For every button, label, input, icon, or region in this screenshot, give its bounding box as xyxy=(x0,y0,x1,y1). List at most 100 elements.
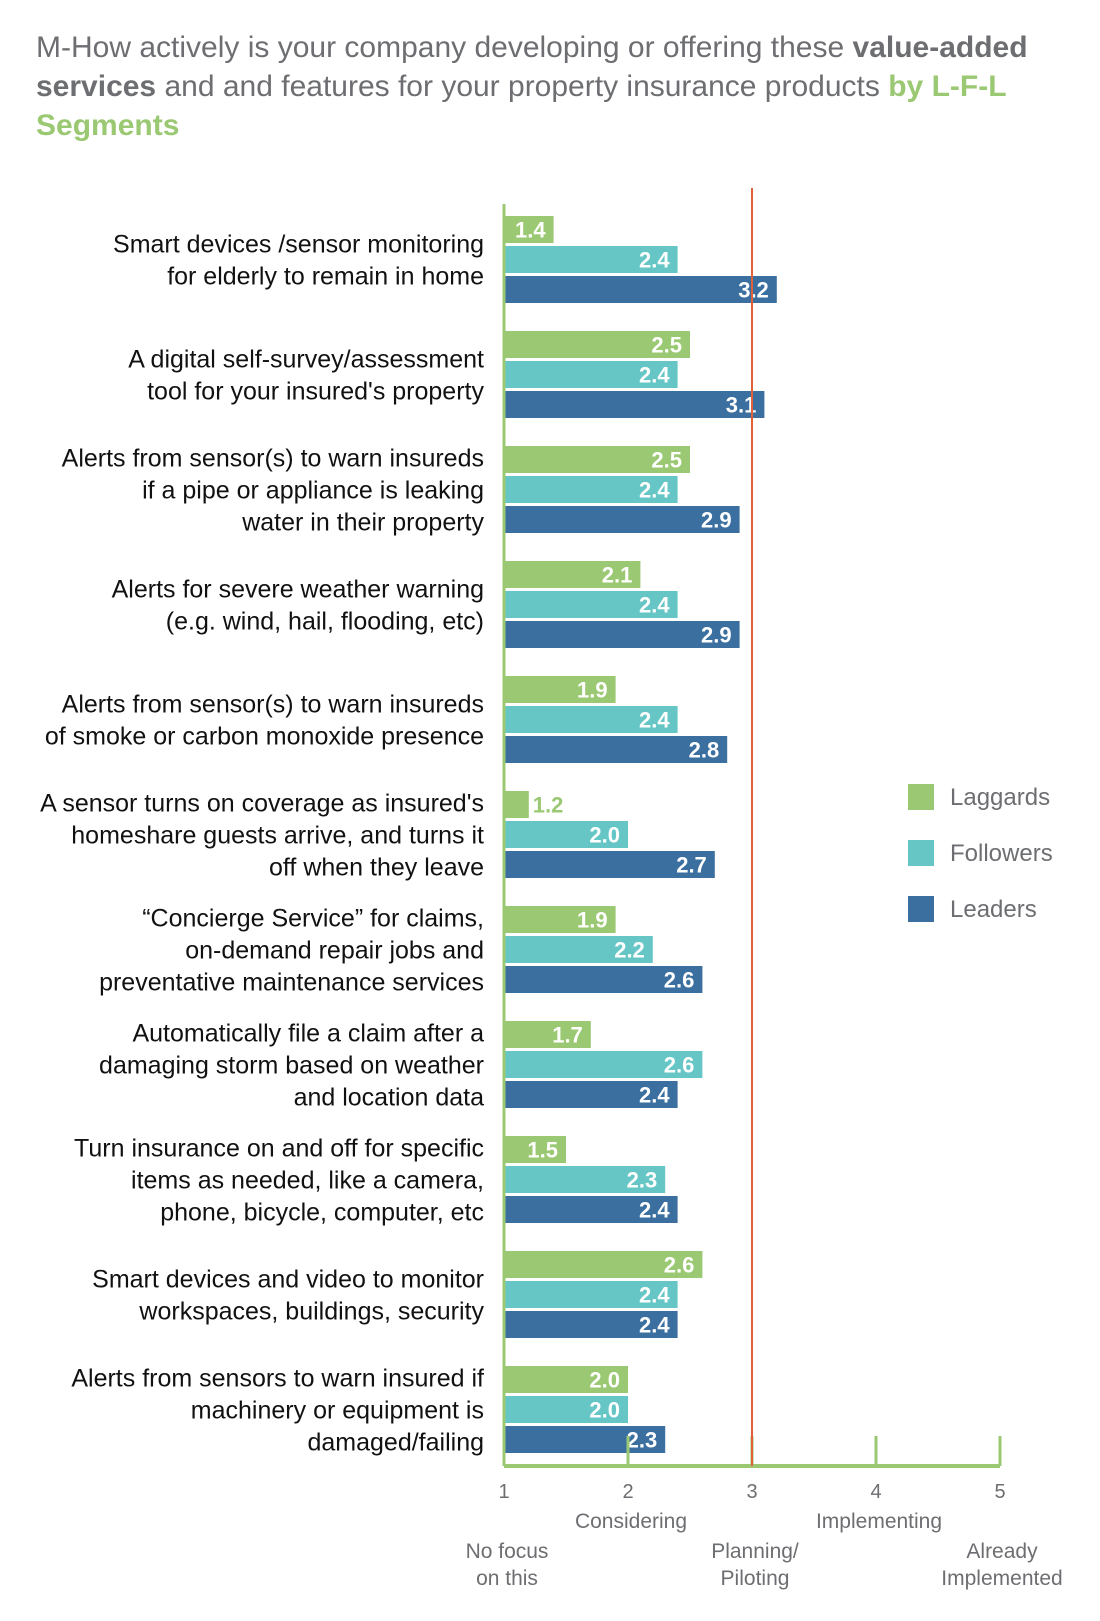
x-tick-label: 5 xyxy=(994,1481,1005,1503)
bar-laggards xyxy=(504,1136,566,1163)
category-label: phone, bicycle, computer, etc xyxy=(160,1199,484,1227)
category-label: damaged/failing xyxy=(307,1429,484,1457)
bar-laggards xyxy=(504,906,616,933)
data-label: 1.7 xyxy=(552,1023,583,1048)
bar-followers xyxy=(504,821,628,848)
chart-title: M-How actively is your company developin… xyxy=(36,28,1076,145)
x-tick-label: 1 xyxy=(498,1481,509,1503)
data-label: 2.1 xyxy=(602,563,633,588)
data-label: 2.2 xyxy=(614,938,645,963)
category-label: Alerts from sensor(s) to warn insureds xyxy=(62,445,484,473)
data-label: 2.5 xyxy=(651,448,682,473)
title-highlight: by L-F-L Segments xyxy=(36,70,1006,142)
x-category-label: Considering xyxy=(575,1510,687,1533)
bar-laggards xyxy=(504,1021,591,1048)
category-label: A sensor turns on coverage as insured's xyxy=(40,790,484,818)
data-label: 2.4 xyxy=(639,708,670,733)
bar-leaders xyxy=(504,506,740,533)
category-label: damaging storm based on weather xyxy=(99,1052,484,1080)
x-category-label: on this xyxy=(476,1567,538,1590)
x-tick-label: 2 xyxy=(622,1481,633,1503)
x-category-label: Piloting xyxy=(721,1567,790,1590)
x-tick-label: 3 xyxy=(746,1481,757,1503)
category-label: preventative maintenance services xyxy=(99,969,484,997)
bar-followers xyxy=(504,706,678,733)
bar-leaders xyxy=(504,1196,678,1223)
title-text: M-How actively is your company developin… xyxy=(36,31,853,64)
title-bold-text: value-added services xyxy=(36,31,1028,103)
category-label: Smart devices /sensor monitoring xyxy=(113,231,484,259)
bar-laggards xyxy=(504,331,690,358)
category-label: (e.g. wind, hail, flooding, etc) xyxy=(166,608,484,636)
bar-laggards xyxy=(504,216,554,243)
bar-leaders xyxy=(504,1426,666,1453)
category-label: A digital self-survey/assessment xyxy=(128,346,484,374)
x-category-label: Implemented xyxy=(941,1567,1062,1590)
data-label: 2.0 xyxy=(589,1368,620,1393)
category-label: Automatically file a claim after a xyxy=(132,1020,484,1048)
bar-laggards xyxy=(504,561,641,588)
data-label: 2.4 xyxy=(639,363,670,388)
data-label: 2.4 xyxy=(639,1313,670,1338)
category-label: Alerts for severe weather warning xyxy=(112,576,484,604)
x-tick-label: 4 xyxy=(870,1481,881,1503)
data-label: 2.7 xyxy=(676,853,707,878)
data-label: 3.2 xyxy=(738,278,769,303)
x-category-label: Implementing xyxy=(816,1510,942,1533)
data-label: 1.2 xyxy=(533,793,564,818)
category-label: and location data xyxy=(294,1084,485,1112)
data-label: 2.4 xyxy=(639,593,670,618)
category-label: items as needed, like a camera, xyxy=(131,1167,484,1195)
bar-laggards xyxy=(504,791,529,818)
data-label: 1.5 xyxy=(527,1138,558,1163)
bar-followers xyxy=(504,936,653,963)
bar-followers xyxy=(504,361,678,388)
bar-followers xyxy=(504,246,678,273)
category-label: for elderly to remain in home xyxy=(167,263,484,291)
bar-leaders xyxy=(504,1081,678,1108)
bar-followers xyxy=(504,1281,678,1308)
bar-laggards xyxy=(504,1251,703,1278)
data-label: 2.3 xyxy=(627,1168,658,1193)
x-category-label: Planning/ xyxy=(711,1540,799,1563)
category-label: off when they leave xyxy=(269,854,484,882)
data-label: 2.8 xyxy=(689,738,720,763)
x-category-label: No focus xyxy=(466,1540,549,1563)
data-label: 2.6 xyxy=(664,1053,695,1078)
category-label: Alerts from sensor(s) to warn insureds xyxy=(62,691,484,719)
category-label: water in their property xyxy=(241,509,484,537)
category-label: tool for your insured's property xyxy=(147,378,484,406)
bar-leaders xyxy=(504,1311,678,1338)
data-label: 2.4 xyxy=(639,478,670,503)
bar-followers xyxy=(504,1166,666,1193)
data-label: 2.4 xyxy=(639,1198,670,1223)
data-label: 2.4 xyxy=(639,248,670,273)
legend-label: Followers xyxy=(950,840,1053,867)
bar-laggards xyxy=(504,676,616,703)
data-label: 2.0 xyxy=(589,1398,620,1423)
data-label: 2.6 xyxy=(664,1253,695,1278)
bar-leaders xyxy=(504,621,740,648)
data-label: 2.0 xyxy=(589,823,620,848)
data-label: 2.3 xyxy=(627,1428,658,1453)
data-label: 1.9 xyxy=(577,678,608,703)
category-label: machinery or equipment is xyxy=(191,1397,484,1425)
data-label: 2.4 xyxy=(639,1283,670,1308)
legend-label: Laggards xyxy=(950,784,1050,811)
category-label: “Concierge Service” for claims, xyxy=(142,905,484,933)
bar-laggards xyxy=(504,446,690,473)
category-label: Smart devices and video to monitor xyxy=(92,1266,484,1294)
data-label: 2.9 xyxy=(701,508,732,533)
data-label: 2.4 xyxy=(639,1083,670,1108)
bar-leaders xyxy=(504,966,703,993)
legend-swatch-followers xyxy=(908,840,934,866)
bar-leaders xyxy=(504,851,715,878)
legend-swatch-leaders xyxy=(908,896,934,922)
bar-followers xyxy=(504,476,678,503)
bar-laggards xyxy=(504,1366,628,1393)
category-label: Alerts from sensors to warn insured if xyxy=(71,1365,484,1393)
title-text-2: and and features for your property insur… xyxy=(156,70,889,103)
bar-leaders xyxy=(504,276,777,303)
data-label: 1.4 xyxy=(515,218,546,243)
